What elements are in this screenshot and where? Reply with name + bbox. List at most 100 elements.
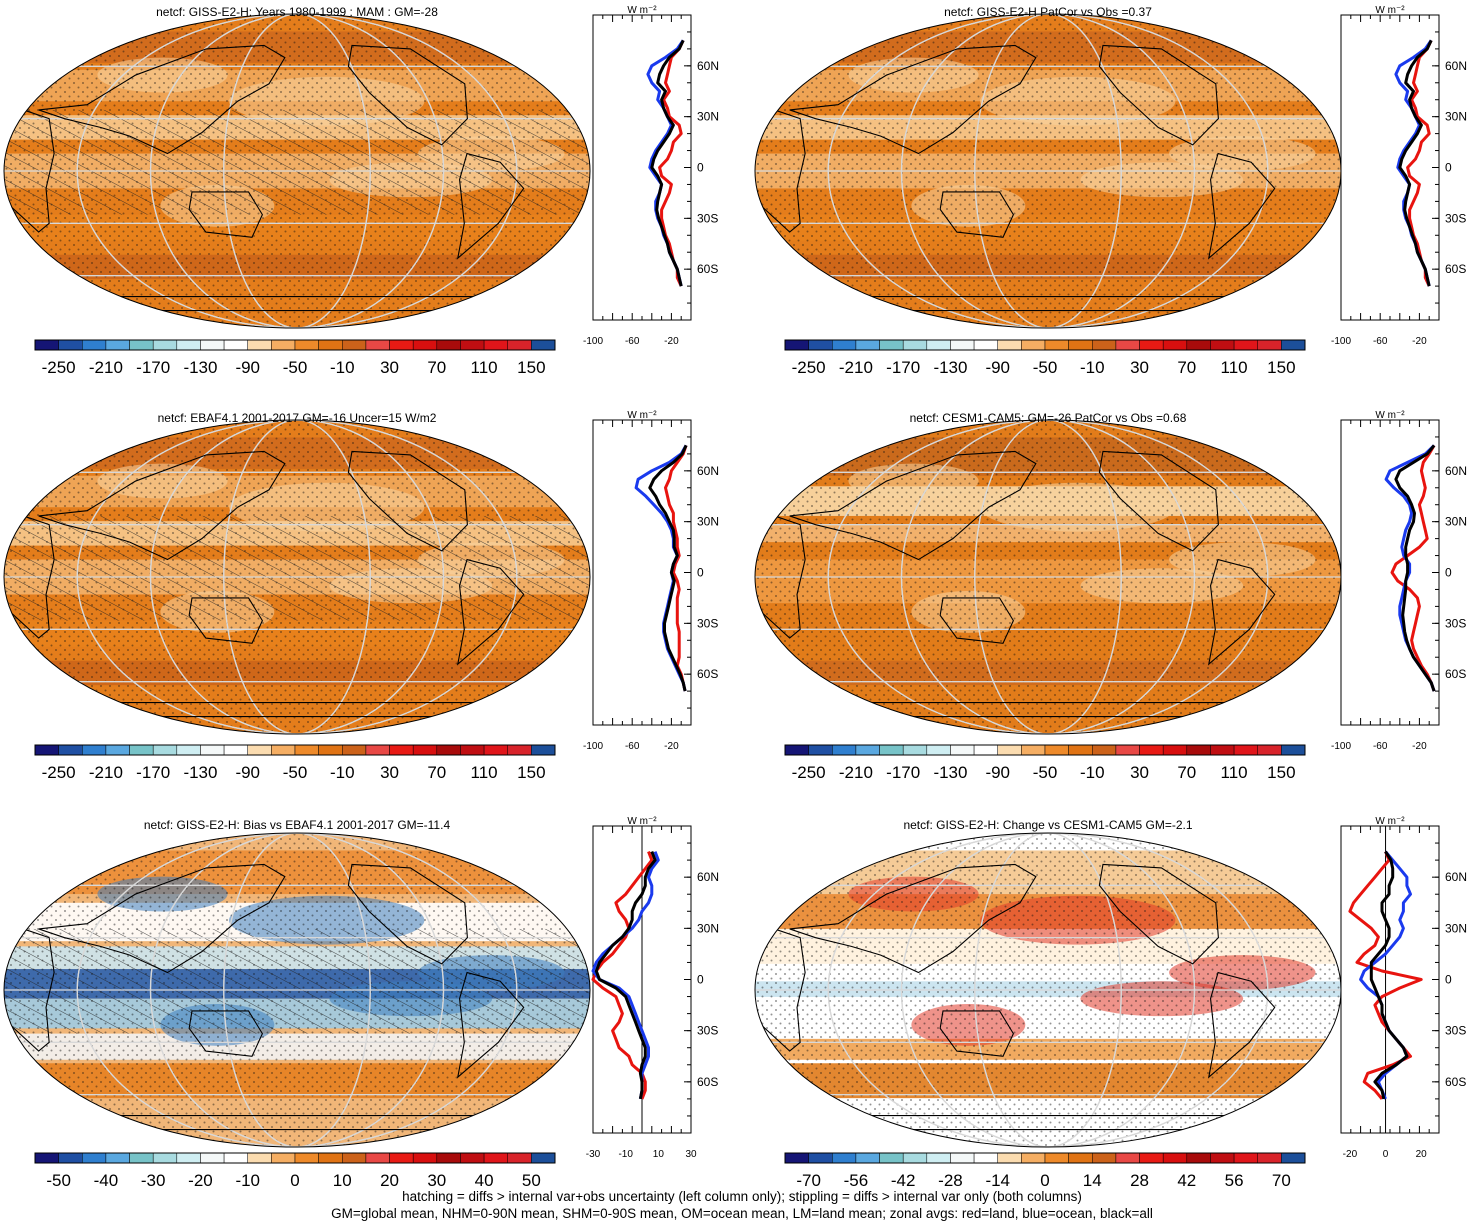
colorbar-label: -10 — [235, 1171, 260, 1190]
coastline — [1207, 971, 1276, 1079]
zonal-x-tick-label: -100 — [1331, 741, 1351, 752]
zonal-lat-label: 30N — [1445, 515, 1467, 529]
colorbar-swatch — [1233, 744, 1258, 756]
colorbar-label: 110 — [471, 763, 498, 782]
zonal-x-tick-label: -60 — [1373, 336, 1388, 347]
zonal-series-land — [658, 39, 685, 287]
zonal-series-all — [594, 851, 657, 1100]
zonal-series-land — [1406, 39, 1433, 287]
zonal-x-tick-label: -60 — [625, 336, 640, 347]
zonal-x-tick-label: 0 — [1383, 1149, 1389, 1160]
zonal-lat-label: 30N — [697, 110, 719, 124]
coastline — [456, 558, 525, 666]
zonal-x-tick-label: -100 — [583, 741, 603, 752]
zonal-lat-label: 60N — [697, 870, 719, 884]
colorbar-label: 70 — [427, 358, 446, 377]
coastline — [456, 971, 525, 1079]
colorbar-swatch — [365, 1152, 390, 1164]
colorbar-label: -10 — [330, 763, 355, 782]
colorbar-label: 0 — [290, 1171, 299, 1190]
colorbar-label: -250 — [792, 763, 826, 782]
colorbar-label: -250 — [42, 763, 76, 782]
zonal-x-tick-label: -100 — [1331, 336, 1351, 347]
colorbar-swatch — [460, 744, 485, 756]
colorbar-label: -90 — [985, 358, 1010, 377]
zonal-lat-label: 0 — [697, 161, 704, 175]
zonal-x-tick-label: -10 — [618, 1149, 633, 1160]
colorbar-swatch — [1139, 744, 1164, 756]
colorbar-label: 150 — [1267, 763, 1295, 782]
colorbar-swatch — [1115, 744, 1140, 756]
zonal-lat-label: 0 — [1445, 973, 1452, 987]
zonal-lat-label: 30S — [697, 211, 718, 225]
panel-title: netcf: GISS-E2-H: Bias vs EBAF4.1 2001-2… — [144, 818, 451, 832]
graticule-lon — [827, 14, 1269, 328]
colorbar-label: -50 — [1033, 358, 1058, 377]
graticule-lon — [149, 14, 445, 328]
map-border — [3, 13, 591, 329]
colorbar-swatch — [82, 339, 107, 351]
panels: netcf: GISS-E2-H: Years 1980-1999 : MAM … — [3, 5, 1467, 1190]
colorbar-frame — [784, 744, 1306, 756]
colorbar-frame — [34, 744, 556, 756]
colorbar-label: 28 — [1130, 1171, 1149, 1190]
coastline — [4, 928, 55, 1052]
colorbar-swatch — [483, 744, 508, 756]
colorbar-2: -250 -210 -170 -130 -90 -50 -10 30 70 110 150 — [784, 339, 1306, 377]
zonal-lat-label: 60N — [697, 464, 719, 478]
colorbar-swatch — [176, 339, 201, 351]
colorbar-label: 42 — [1177, 1171, 1196, 1190]
zonal-unit-label: W m⁻² — [627, 816, 657, 827]
zonal-series-land — [664, 444, 688, 692]
coastline — [1098, 44, 1219, 146]
colorbar-swatch — [1162, 339, 1188, 351]
zonal-lat-label: 0 — [697, 973, 704, 987]
colorbar-label: -170 — [136, 763, 170, 782]
colorbar-swatch — [34, 1152, 59, 1164]
graticule-lon — [974, 833, 1122, 1147]
coastline — [38, 450, 286, 561]
zonal-x-tick-label: -20 — [1412, 336, 1427, 347]
zonal-lat-label: 30S — [1445, 1024, 1466, 1038]
map-border — [3, 832, 591, 1148]
colorbar-swatch — [1162, 1152, 1188, 1164]
colorbar-label: 30 — [427, 1171, 446, 1190]
map-field — [755, 833, 1341, 1147]
panel-title: netcf: GISS-E2-H: Years 1980-1999 : MAM … — [156, 5, 438, 19]
colorbar-swatch — [784, 339, 809, 351]
graticule-lon — [223, 833, 371, 1147]
zonal-lat-label: 0 — [1445, 566, 1452, 580]
colorbar-swatch — [389, 339, 414, 351]
colorbar-swatch — [1257, 339, 1282, 351]
colorbar-swatch — [1139, 1152, 1164, 1164]
colorbar-swatch — [365, 339, 390, 351]
coastline — [188, 1010, 264, 1057]
colorbar-swatch — [997, 339, 1022, 351]
panel-title: netcf: CESM1-CAM5: GM=-26 PatCor vs Obs … — [910, 411, 1187, 425]
zonal-lat-label: 60S — [1445, 667, 1466, 681]
colorbar-swatch — [1210, 744, 1235, 756]
colorbar-swatch — [223, 744, 248, 756]
colorbar-swatch — [1281, 339, 1306, 351]
coastline — [347, 863, 468, 965]
zonal-unit-label: W m⁻² — [627, 410, 657, 421]
colorbar-swatch — [1068, 1152, 1093, 1164]
zonal-lat-label: 60N — [1445, 464, 1467, 478]
coastline — [1207, 558, 1276, 666]
colorbar-swatch — [200, 339, 225, 351]
colorbar-swatch — [902, 339, 928, 351]
colorbar-swatch — [950, 339, 975, 351]
colorbar-label: 70 — [1272, 1171, 1291, 1190]
colorbar-label: -10 — [330, 358, 355, 377]
zonal-frame — [1340, 419, 1440, 726]
zonal-x-tick-label: -100 — [583, 336, 603, 347]
zonal-x-tick-label: -60 — [1373, 741, 1388, 752]
colorbar-swatch — [342, 1152, 367, 1164]
zonal-x-tick-label: 20 — [1416, 1149, 1428, 1160]
colorbar-swatch — [483, 339, 508, 351]
colorbar-swatch — [902, 1152, 928, 1164]
panel-title: netcf: GISS-E2-H: Change vs CESM1-CAM5 G… — [903, 818, 1192, 832]
colorbar-swatch — [855, 1152, 880, 1164]
colorbar-swatch — [271, 339, 296, 351]
colorbar-swatch — [200, 1152, 225, 1164]
